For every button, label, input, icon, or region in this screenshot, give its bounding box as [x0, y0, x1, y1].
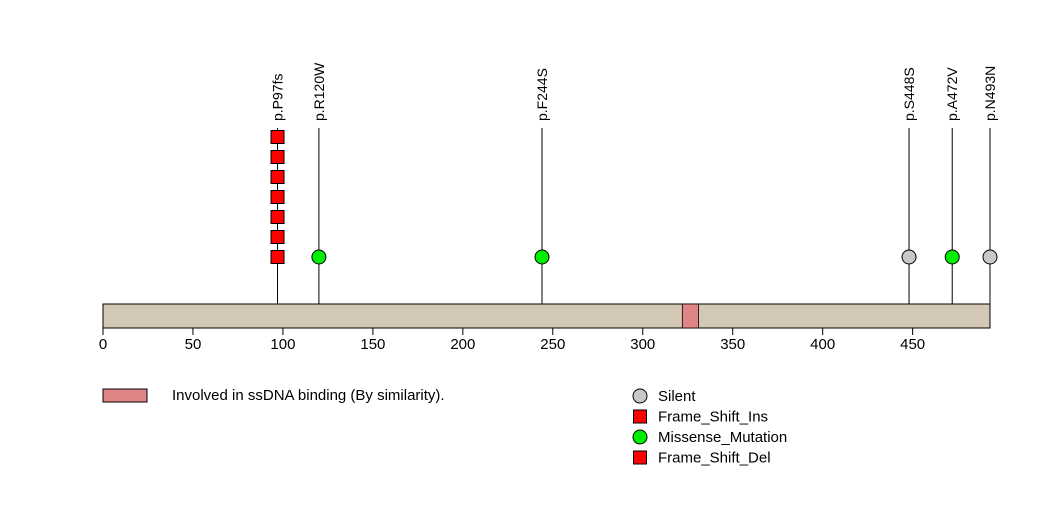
mutation-marker [311, 249, 327, 265]
legend-label: Frame_Shift_Del [658, 450, 771, 467]
mutation-marker [944, 249, 960, 265]
mutation-marker [270, 230, 285, 244]
axis-tick-label: 0 [99, 336, 107, 353]
legend-marker-silent [632, 388, 648, 404]
axis-tick-label: 300 [630, 336, 655, 353]
legend-label: Frame_Shift_Ins [658, 409, 768, 426]
legend-marker-frame_shift_ins [633, 409, 647, 424]
axis-tick-label: 150 [360, 336, 385, 353]
mutation-label: p.P97fs [269, 74, 285, 121]
mutation-marker [982, 249, 998, 265]
mutation-label: p.S448S [901, 67, 917, 121]
mutation-marker [270, 250, 285, 264]
mutation-marker [534, 249, 550, 265]
axis-tick-label: 400 [810, 336, 835, 353]
axis-tick-label: 50 [185, 336, 202, 353]
domain-legend-label: Involved in ssDNA binding (By similarity… [172, 387, 445, 404]
legend-label: Silent [658, 388, 696, 405]
domain-legend-swatch [102, 388, 148, 403]
mutation-marker [270, 130, 285, 144]
axis-tick-label: 450 [900, 336, 925, 353]
mutation-marker [901, 249, 917, 265]
mutation-marker [270, 170, 285, 184]
axis-tick-label: 200 [450, 336, 475, 353]
mutation-label: p.F244S [534, 68, 550, 121]
mutation-marker [270, 150, 285, 164]
axis-tick-label: 250 [540, 336, 565, 353]
legend-marker-frame_shift_del [633, 450, 647, 465]
axis-tick-label: 350 [720, 336, 745, 353]
mutation-label: p.N493N [982, 66, 998, 121]
mutation-marker [270, 190, 285, 204]
mutation-marker [270, 210, 285, 224]
domain-region [681, 303, 699, 329]
protein-bar [102, 303, 991, 329]
mutation-label: p.A472V [944, 67, 960, 121]
axis-tick-label: 100 [270, 336, 295, 353]
mutation-label: p.R120W [311, 62, 327, 121]
legend-marker-missense_mutation [632, 429, 648, 445]
legend-label: Missense_Mutation [658, 429, 787, 446]
